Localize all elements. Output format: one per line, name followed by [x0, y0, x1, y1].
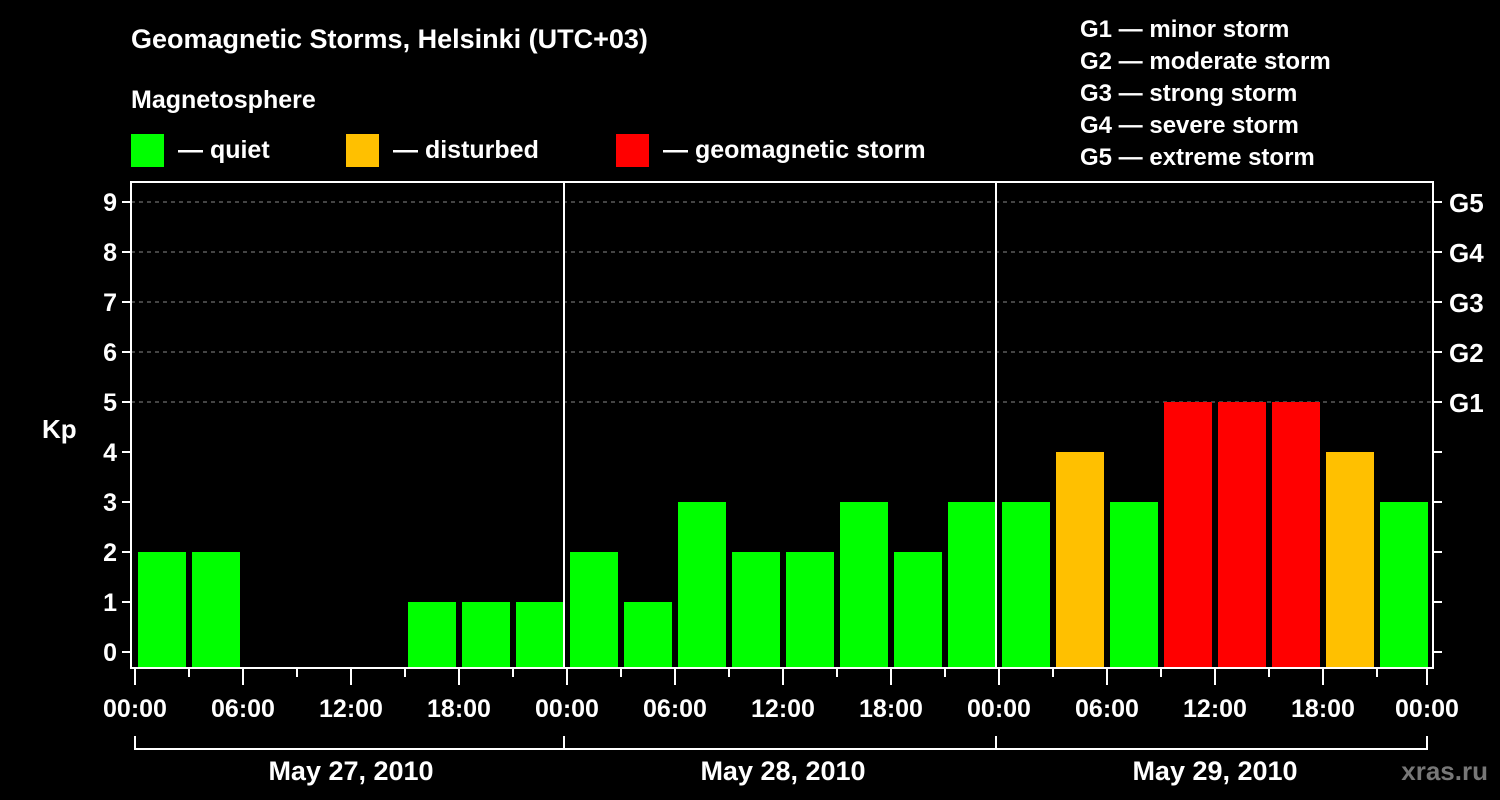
storm-scale-item: G5 — extreme storm	[1080, 144, 1315, 171]
y-tick-label: 5	[103, 389, 117, 417]
x-tick-label: 00:00	[1395, 695, 1459, 723]
kp-bar	[624, 602, 672, 668]
kp-bar	[678, 502, 726, 668]
y-tick-label: 2	[103, 539, 117, 567]
x-tick-label: 00:00	[535, 695, 599, 723]
storm-scale-list: G1 — minor storm G2 — moderate storm G3 …	[1080, 14, 1331, 174]
legend-label: — geomagnetic storm	[663, 136, 926, 164]
legend-item-quiet: — quiet	[131, 134, 270, 167]
legend-swatch-storm	[616, 134, 649, 167]
day-label: May 27, 2010	[268, 756, 433, 786]
kp-bar	[786, 552, 834, 668]
g-level-label: G5	[1449, 188, 1484, 218]
storm-scale-item: G4 — severe storm	[1080, 112, 1299, 139]
x-tick-label: 00:00	[103, 695, 167, 723]
kp-bar	[1002, 502, 1050, 668]
storm-scale-item: G3 — strong storm	[1080, 80, 1298, 107]
kp-bar	[138, 552, 186, 668]
y-tick-label: 7	[103, 289, 117, 317]
kp-bar	[1164, 402, 1212, 668]
legend-swatch-quiet	[131, 134, 164, 167]
x-tick-label: 18:00	[1291, 695, 1355, 723]
chart-title: Geomagnetic Storms, Helsinki (UTC+03)	[131, 24, 648, 54]
kp-bar	[570, 552, 618, 668]
y-tick-label: 0	[103, 639, 117, 667]
kp-bar	[1110, 502, 1158, 668]
kp-bar	[732, 552, 780, 668]
day-label: May 28, 2010	[700, 756, 865, 786]
watermark: xras.ru	[1401, 756, 1488, 786]
y-tick-label: 6	[103, 339, 117, 367]
kp-bar	[840, 502, 888, 668]
y-tick-label: 1	[103, 589, 117, 617]
kp-bar	[192, 552, 240, 668]
x-tick-label: 18:00	[859, 695, 923, 723]
x-tick-label: 12:00	[751, 695, 815, 723]
kp-bar	[1326, 452, 1374, 668]
legend-item-disturbed: — disturbed	[346, 134, 539, 167]
g-level-label: G2	[1449, 338, 1484, 368]
y-tick-label: 4	[103, 439, 117, 467]
kp-bar	[408, 602, 456, 668]
kp-bar	[1218, 402, 1266, 668]
kp-bar	[516, 602, 564, 668]
g-level-label: G3	[1449, 288, 1484, 318]
kp-bar	[1272, 402, 1320, 668]
y-tick-label: 9	[103, 189, 117, 217]
day-label: May 29, 2010	[1132, 756, 1297, 786]
x-tick-label: 12:00	[1183, 695, 1247, 723]
storm-scale-item: G2 — moderate storm	[1080, 48, 1331, 75]
kp-bar	[462, 602, 510, 668]
legend-item-storm: — geomagnetic storm	[616, 134, 926, 167]
legend-heading: Magnetosphere	[131, 86, 316, 114]
g-level-label: G4	[1449, 238, 1484, 268]
x-tick-label: 12:00	[319, 695, 383, 723]
legend-label: — disturbed	[393, 136, 539, 164]
storm-scale-item: G1 — minor storm	[1080, 16, 1290, 43]
legend-label: — quiet	[178, 136, 270, 164]
y-tick-label: 8	[103, 239, 117, 267]
x-tick-label: 00:00	[967, 695, 1031, 723]
kp-bar	[1380, 502, 1428, 668]
y-tick-label: 3	[103, 489, 117, 517]
x-tick-label: 06:00	[1075, 695, 1139, 723]
x-tick-label: 06:00	[643, 695, 707, 723]
g-level-label: G1	[1449, 388, 1484, 418]
x-tick-label: 18:00	[427, 695, 491, 723]
y-axis-label: Kp	[42, 414, 77, 444]
kp-bar	[1056, 452, 1104, 668]
kp-bar	[894, 552, 942, 668]
x-tick-label: 06:00	[211, 695, 275, 723]
legend-swatch-disturbed	[346, 134, 379, 167]
kp-bar	[948, 502, 996, 668]
